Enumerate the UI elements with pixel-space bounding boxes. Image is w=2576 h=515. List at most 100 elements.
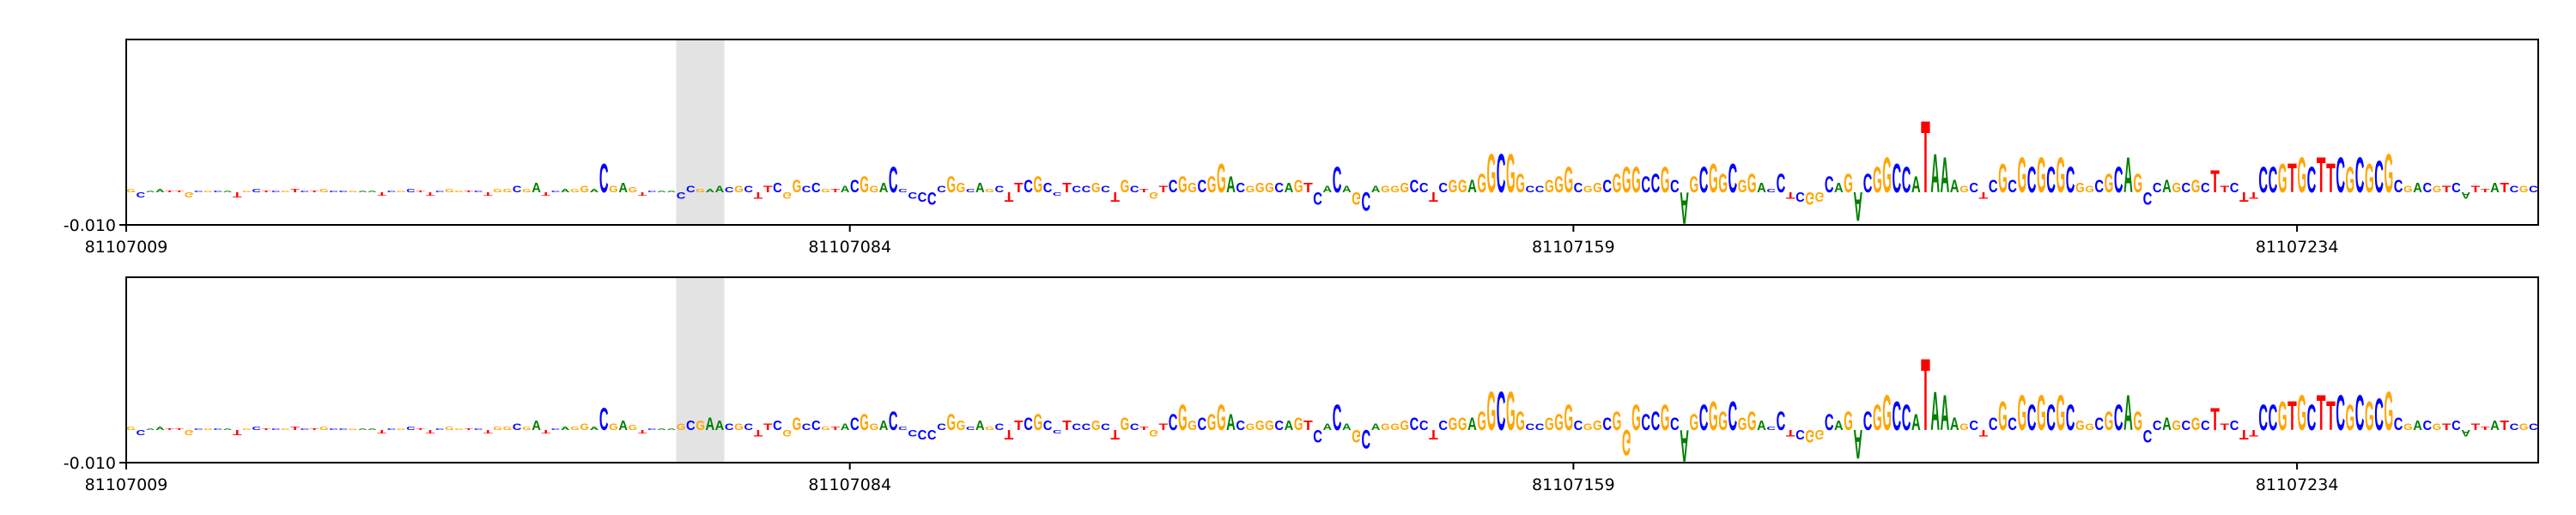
logo-letter: C [811,418,821,433]
logo-letter: C [966,427,975,432]
logo-letter: C [889,159,898,200]
logo-letter: A [1285,418,1294,433]
logo-letter: C [1825,171,1834,197]
logo-letter: G [1815,189,1825,203]
logo-letter: C [1969,180,1978,195]
logo-letter: C [1989,413,1998,433]
logo-letter: C [2230,180,2239,195]
logo-letter: G [609,421,618,432]
logo-letter: T [483,191,493,196]
logo-letter: C [1641,171,1650,197]
logo-letter: G [985,427,994,432]
logo-letter: T [1979,427,1989,438]
logo-letter: A [1834,180,1844,195]
logo-letter: T [638,191,647,196]
logo-letter: T [1110,427,1120,441]
logo-letter: T [1005,189,1014,203]
y-tick-label: -0.010 [64,454,116,473]
logo-letter: A [223,428,233,431]
logo-letter: C [995,421,1005,432]
logo-letter: T [2326,155,2336,202]
logo-letter: C [1333,159,1342,200]
logo-letter: A [2123,148,2133,204]
logo-letter: T [416,428,425,431]
logo-letter: G [860,171,869,197]
logo-letter: G [2403,184,2413,194]
logo-letter: G [185,428,194,436]
logo-letter: G [2385,380,2394,442]
x-tick-label: 81107009 [85,476,168,494]
logo-letter: G [1709,155,1718,202]
logo-letter: C [1526,184,1535,194]
x-tick-label: 81107234 [2256,238,2339,257]
logo-letter: G [1873,397,1882,438]
logo-letter: C [2143,426,2153,446]
logo-letter: C [2046,397,2056,438]
logo-letter: G [1033,409,1042,435]
logo-letter: C [802,421,811,432]
logo-letter: A [1757,180,1766,195]
logo-letter: G [1381,421,1390,432]
logo-letter: C [1169,409,1178,435]
logo-letter: C [1053,428,1062,433]
logo-letter: G [1815,427,1825,441]
logo-letter: C [1670,175,1680,196]
logo-letter: G [1882,148,1892,204]
logo-letter: A [879,180,889,195]
logo-letter: G [734,421,744,432]
logo-letter: G [126,189,136,194]
logo-letter: C [1989,175,1998,196]
logo-letter: G [2297,385,2306,442]
logo-letter: C [2182,418,2191,433]
logo-letter: T [1110,189,1120,203]
logo-letter: G [445,189,454,194]
logo-letter: C [301,191,310,193]
logo-letter: G [1121,175,1130,196]
logo-letter: C [686,418,696,433]
logo-letter: A [146,428,155,431]
logo-letter: G [1593,418,1602,433]
logo-letter: A [841,184,850,194]
logo-letter: A [1323,184,1333,194]
logo-letter: C [599,402,609,438]
logo-letter: A [705,189,714,194]
logo-letter: G [821,427,830,432]
logo-letter: G [2433,421,2442,432]
logo-letter: C [1410,413,1419,433]
logo-letter: C [647,191,657,193]
logo-letter: G [2385,142,2394,204]
logo-letter: C [2094,175,2104,196]
logo-letter: G [1121,413,1130,433]
logo-letter: C [2510,184,2519,194]
logo-letter: C [1072,421,1081,432]
logo-letter: C [1236,180,1245,195]
logo-letter: A [1323,421,1333,432]
logo-letter: C [2336,148,2345,204]
logo-letter: G [522,189,532,194]
logo-letter: C [2451,418,2461,433]
logo-letter: G [2018,148,2027,204]
logo-letter: T [233,428,242,436]
logo-letter: G [580,421,589,432]
logo-letter: C [898,189,908,194]
logo-letter: C [2201,418,2210,433]
logo-letter: C [1101,184,1110,194]
x-tick-label: 81107009 [85,238,168,257]
logo-letter: T [233,191,242,198]
logo-letter: G [502,189,512,194]
logo-letter: A [1757,418,1766,433]
logo-letter: G [1738,413,1747,433]
logo-letter: C [2510,421,2519,432]
logo-letter: C [1574,418,1583,433]
logo-letter: G [1352,188,1361,209]
logo-letter: C [1024,175,1033,196]
logo-letter: C [252,427,261,432]
logo-letter: G [2519,421,2529,432]
logo-letter: C [551,191,561,193]
logo-letter: G [1352,426,1361,446]
logo-letter: A [2461,427,2470,438]
logo-letter: G [185,191,194,198]
logo-letter: G [1217,397,1226,438]
logo-letter: C [1169,175,1178,196]
